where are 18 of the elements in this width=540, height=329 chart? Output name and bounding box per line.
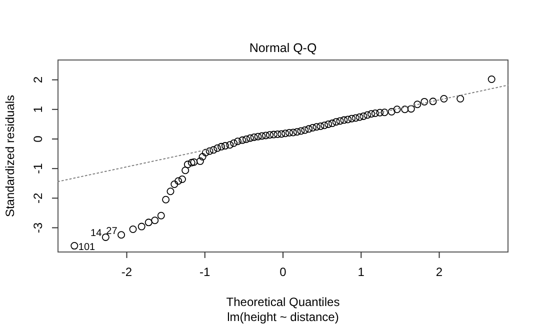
annotation: 14 xyxy=(90,228,102,240)
y-tick-label: -1 xyxy=(31,162,45,174)
text: lm(height ~ distance) xyxy=(227,310,339,324)
annotation: 101 xyxy=(78,242,96,253)
x-tick-label: 0 xyxy=(280,265,287,279)
y-tick-label: -3 xyxy=(31,222,45,234)
x-tick-label: 2 xyxy=(436,265,443,279)
y-tick-label: -2 xyxy=(31,192,45,204)
y-tick-label: 2 xyxy=(31,76,45,84)
y-tick-label: 0 xyxy=(31,135,45,142)
annotation: 27 xyxy=(106,226,118,237)
y-axis-title: Standardized residuals xyxy=(3,94,17,218)
chart-title: Normal Q-Q xyxy=(249,41,317,55)
x-tick-label: -2 xyxy=(121,265,132,279)
x-axis-title: Theoretical Quantiles xyxy=(226,295,340,309)
y-tick-label: 1 xyxy=(31,106,45,113)
x-tick-label: -1 xyxy=(200,265,211,279)
x-tick-label: 1 xyxy=(358,265,365,279)
